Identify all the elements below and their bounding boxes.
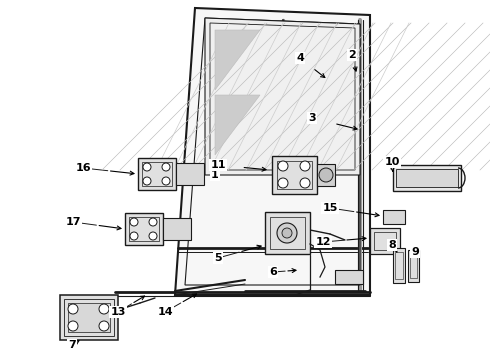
Circle shape xyxy=(130,218,138,226)
Bar xyxy=(408,250,419,282)
Bar xyxy=(138,158,176,190)
Text: 9: 9 xyxy=(411,247,419,257)
Bar xyxy=(335,270,363,284)
Bar xyxy=(370,228,400,254)
Bar xyxy=(270,217,305,249)
Text: 6: 6 xyxy=(269,267,277,277)
Circle shape xyxy=(300,161,310,171)
Bar xyxy=(60,295,118,340)
Bar xyxy=(265,212,310,254)
Text: 15: 15 xyxy=(322,203,338,213)
Text: 16: 16 xyxy=(75,163,91,173)
Bar xyxy=(396,169,458,187)
Text: 10: 10 xyxy=(384,157,400,167)
Circle shape xyxy=(99,321,109,331)
Text: 3: 3 xyxy=(308,113,316,123)
Circle shape xyxy=(99,304,109,314)
Circle shape xyxy=(277,223,297,243)
Polygon shape xyxy=(175,8,370,295)
Text: 11: 11 xyxy=(210,160,226,170)
Text: 13: 13 xyxy=(110,307,126,317)
Circle shape xyxy=(278,161,288,171)
Text: 1: 1 xyxy=(211,170,219,180)
Circle shape xyxy=(278,178,288,188)
Polygon shape xyxy=(215,95,260,155)
Circle shape xyxy=(282,228,292,238)
Text: 12: 12 xyxy=(315,237,331,247)
Bar xyxy=(277,161,312,189)
Bar xyxy=(410,254,417,278)
Polygon shape xyxy=(205,18,360,175)
Text: 4: 4 xyxy=(296,53,304,63)
Bar xyxy=(393,165,461,191)
Text: 8: 8 xyxy=(388,240,396,250)
Circle shape xyxy=(143,163,151,171)
Circle shape xyxy=(300,178,310,188)
Text: 7: 7 xyxy=(68,340,76,350)
Circle shape xyxy=(149,232,157,240)
Bar xyxy=(393,248,405,283)
Text: 5: 5 xyxy=(214,253,222,263)
Bar xyxy=(64,299,114,336)
Circle shape xyxy=(149,218,157,226)
Text: 2: 2 xyxy=(348,50,356,60)
Circle shape xyxy=(162,177,170,185)
Bar xyxy=(68,303,110,332)
Circle shape xyxy=(319,168,333,182)
Bar xyxy=(129,217,159,241)
Bar xyxy=(176,163,204,185)
Circle shape xyxy=(68,304,78,314)
Circle shape xyxy=(68,321,78,331)
Bar xyxy=(142,162,172,186)
Circle shape xyxy=(162,163,170,171)
Text: 17: 17 xyxy=(65,217,81,227)
Bar xyxy=(317,164,335,186)
Bar xyxy=(395,252,403,279)
Circle shape xyxy=(143,177,151,185)
Circle shape xyxy=(130,232,138,240)
Bar xyxy=(125,213,163,245)
Polygon shape xyxy=(210,23,355,170)
Bar xyxy=(272,156,317,194)
Bar xyxy=(163,218,191,240)
Text: 14: 14 xyxy=(157,307,173,317)
Bar xyxy=(383,210,405,224)
Polygon shape xyxy=(215,30,260,90)
Bar xyxy=(374,232,396,250)
